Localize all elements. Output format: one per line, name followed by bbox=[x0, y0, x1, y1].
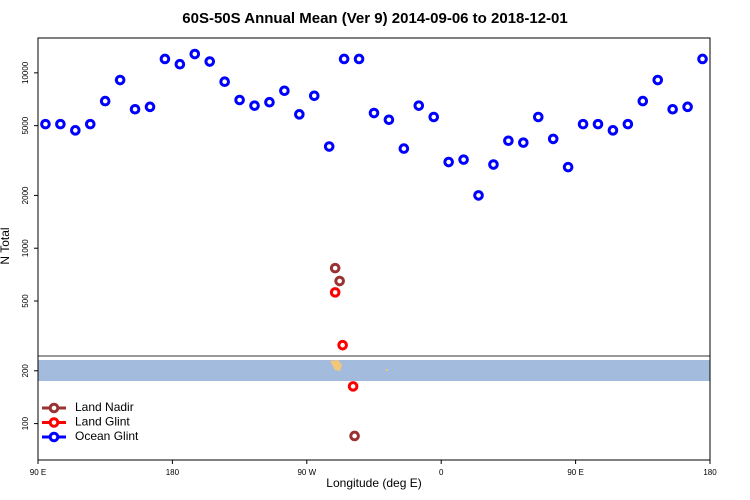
x-tick-label: 0 bbox=[439, 468, 444, 477]
point bbox=[637, 95, 649, 107]
point bbox=[577, 118, 589, 130]
x-tick-label: 90 E bbox=[30, 468, 46, 477]
point bbox=[264, 96, 275, 108]
point bbox=[682, 101, 693, 113]
land-shape bbox=[330, 360, 342, 371]
point bbox=[308, 90, 320, 102]
point bbox=[562, 161, 574, 173]
point bbox=[114, 74, 126, 86]
chart-title: 60S-50S Annual Mean (Ver 9) 2014-09-06 t… bbox=[182, 10, 567, 27]
point bbox=[398, 143, 410, 154]
point bbox=[622, 118, 634, 130]
point bbox=[667, 103, 678, 115]
land-shape bbox=[386, 369, 388, 371]
point bbox=[55, 118, 66, 130]
plot-frame bbox=[37, 37, 711, 461]
point bbox=[347, 381, 359, 392]
map-strip bbox=[38, 360, 710, 381]
point bbox=[547, 133, 559, 145]
y-tick-label: 100 bbox=[21, 416, 30, 430]
point bbox=[337, 339, 348, 351]
y-tick-label: 200 bbox=[21, 364, 30, 378]
point bbox=[294, 109, 305, 120]
point bbox=[532, 111, 544, 123]
x-tick-label: 90 W bbox=[297, 468, 316, 477]
point bbox=[99, 95, 111, 107]
point bbox=[329, 287, 341, 298]
point bbox=[592, 118, 604, 130]
y-tick-label: 1000 bbox=[21, 239, 30, 257]
point bbox=[443, 156, 454, 168]
x-tick-label: 180 bbox=[166, 468, 180, 477]
point bbox=[473, 190, 484, 201]
legend-marker bbox=[48, 402, 60, 414]
point bbox=[279, 85, 290, 97]
y-tick-label: 2000 bbox=[21, 186, 30, 204]
point bbox=[368, 107, 380, 119]
point bbox=[349, 430, 360, 442]
point bbox=[353, 53, 365, 65]
point bbox=[249, 100, 260, 111]
point bbox=[159, 53, 171, 65]
point bbox=[129, 103, 141, 115]
point bbox=[204, 56, 216, 67]
legend-marker bbox=[48, 417, 60, 428]
point bbox=[338, 53, 350, 65]
point bbox=[488, 159, 499, 170]
x-tick-label: 180 bbox=[703, 468, 717, 477]
point bbox=[652, 74, 664, 86]
y-tick-label: 10000 bbox=[21, 61, 30, 84]
legend-label: Land Glint bbox=[75, 415, 130, 429]
legend-marker bbox=[48, 431, 60, 443]
point bbox=[329, 262, 341, 274]
x-tick-label: 90 E bbox=[567, 468, 583, 477]
point bbox=[323, 141, 335, 152]
point bbox=[428, 111, 440, 123]
point bbox=[607, 125, 619, 136]
legend-label: Land Nadir bbox=[75, 400, 134, 414]
point bbox=[70, 125, 81, 136]
point bbox=[383, 114, 395, 126]
x-axis-label: Longitude (deg E) bbox=[326, 476, 421, 490]
point bbox=[458, 154, 469, 165]
point bbox=[189, 48, 201, 60]
y-tick-label: 5000 bbox=[21, 116, 30, 134]
point bbox=[234, 94, 245, 106]
point bbox=[219, 76, 230, 88]
point bbox=[697, 53, 708, 65]
point bbox=[174, 58, 186, 70]
point bbox=[518, 137, 529, 148]
y-tick-label: 500 bbox=[21, 294, 30, 308]
legend-label: Ocean Glint bbox=[75, 429, 139, 443]
point bbox=[334, 275, 345, 287]
point bbox=[503, 135, 514, 147]
y-axis-label: N Total bbox=[0, 227, 12, 264]
point bbox=[40, 118, 51, 130]
point bbox=[84, 118, 96, 130]
point bbox=[413, 100, 425, 111]
point bbox=[144, 101, 156, 113]
separator bbox=[38, 355, 710, 357]
